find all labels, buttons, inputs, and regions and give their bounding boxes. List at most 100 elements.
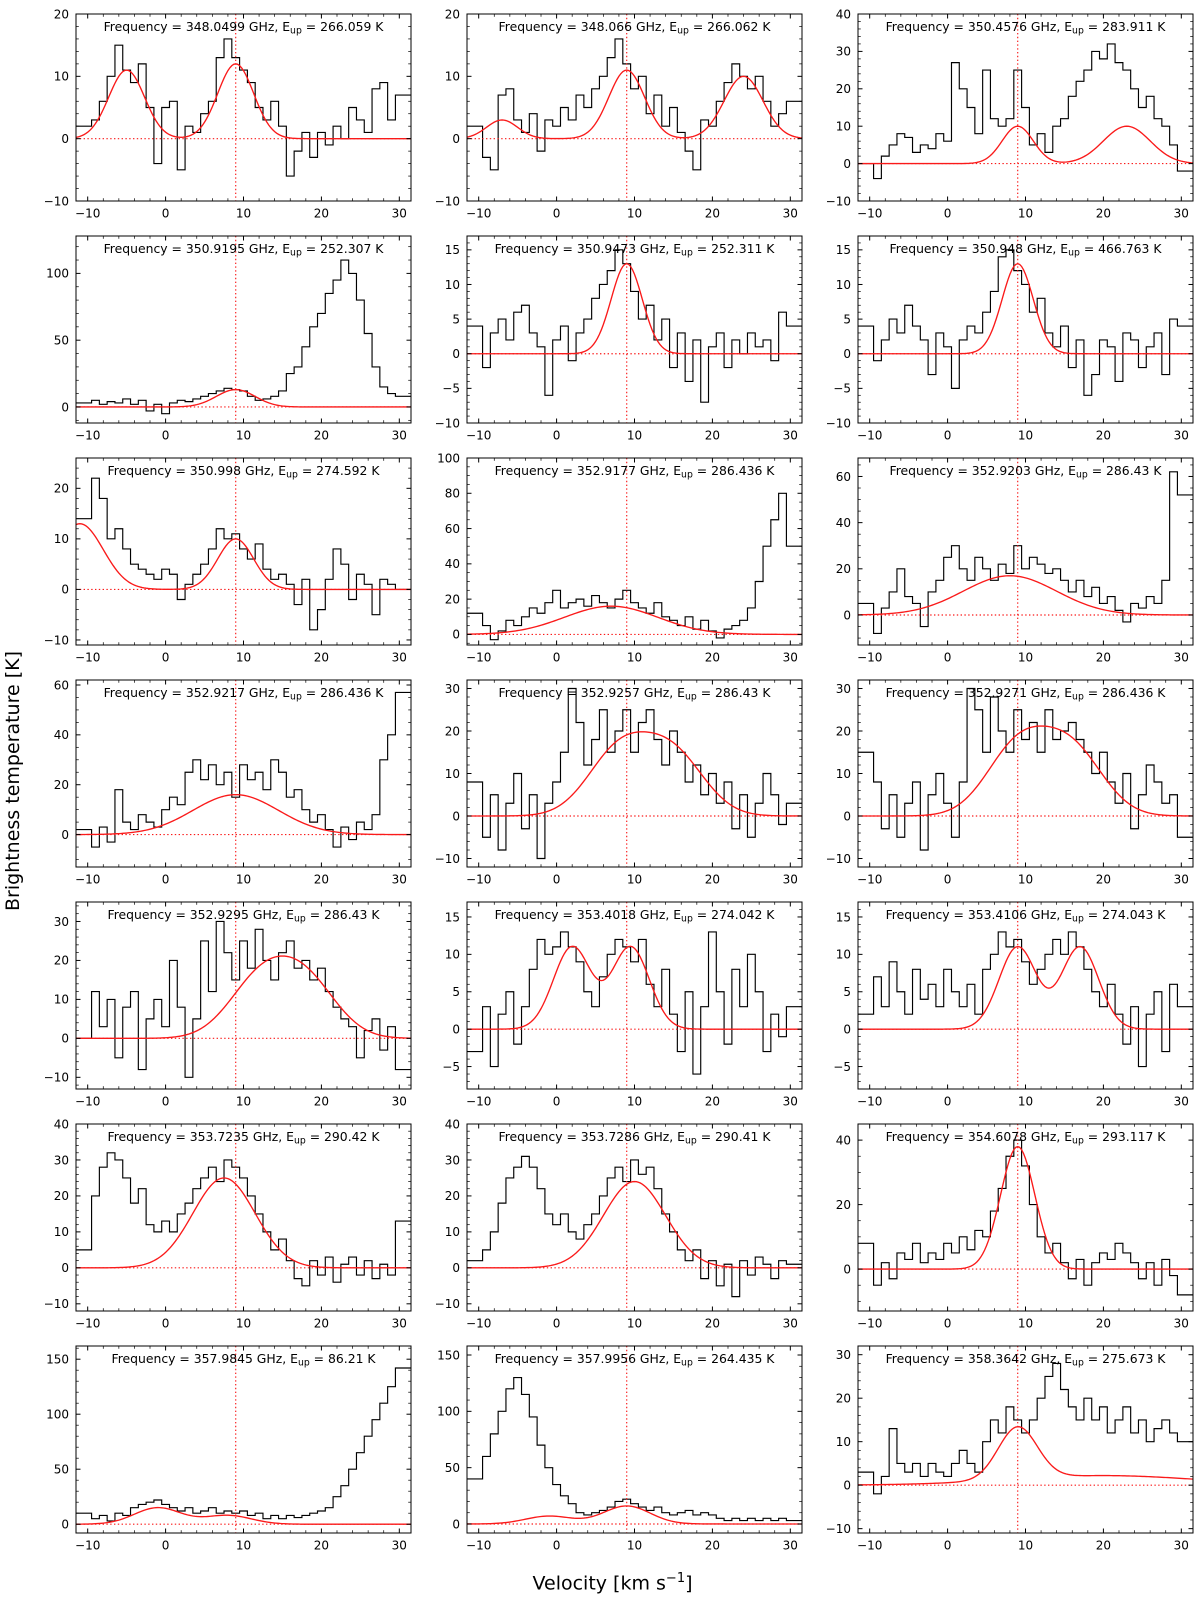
x-tick-label: 0: [162, 651, 170, 665]
panel-title: Frequency = 353.4106 GHz, Eup = 274.043 …: [886, 907, 1167, 925]
x-tick-label: 30: [783, 1095, 798, 1109]
y-tick-label: 0: [61, 1032, 69, 1046]
panel-title: Frequency = 350.4576 GHz, Eup = 283.911 …: [886, 19, 1167, 37]
x-tick-label: 10: [1018, 873, 1033, 887]
axes-frame: [857, 13, 1194, 202]
y-tick-label: 10: [445, 278, 460, 292]
x-tick-label: −10: [75, 429, 100, 443]
y-tick-label: 10: [836, 278, 851, 292]
y-tick-label: 20: [836, 82, 851, 96]
y-tick-label: 50: [54, 1463, 69, 1477]
model-fit-line: [467, 1180, 802, 1269]
y-tick-label: 0: [61, 1261, 69, 1275]
x-tick-label: 10: [627, 1317, 642, 1331]
spectrum-plot: −10 0 10 20 30 −10 0 10 20 30 Frequency = 352.927…: [826, 679, 1194, 887]
x-tick-label: 20: [1096, 1095, 1111, 1109]
x-tick-label: 20: [314, 873, 329, 887]
axes-frame: [75, 457, 412, 646]
x-tick-label: 30: [783, 651, 798, 665]
y-tick-label: 10: [54, 1225, 69, 1239]
y-tick-label: 0: [452, 1517, 460, 1531]
spectrum-plot: −10 0 10 20 30 −10 0 10 20 30 40 Frequency = 353.7…: [435, 1117, 803, 1331]
x-tick-label: 20: [705, 207, 720, 221]
panel-title: Frequency = 352.9217 GHz, Eup = 286.436 …: [104, 685, 385, 703]
spectrum-panel-11: −10 0 10 20 30 −10 0 10 20 30 Frequency = 352.925…: [417, 674, 808, 896]
y-tick-label: 10: [836, 767, 851, 781]
spectrum-plot: −10 0 10 20 30 0 20 40 60 80 100 Frequency = 352.9…: [437, 451, 803, 665]
spectrum-plot: −10 0 10 20 30 0 50 100 Frequency = 350.9195 GH…: [46, 235, 412, 443]
x-tick-label: 0: [944, 651, 952, 665]
x-tick-label: −10: [857, 1095, 882, 1109]
model-fit-line: [858, 125, 1193, 165]
x-tick-label: 30: [392, 207, 407, 221]
y-tick-label: 10: [836, 120, 851, 134]
x-tick-label: 10: [627, 651, 642, 665]
y-tick-label: 150: [46, 1353, 69, 1367]
x-tick-label: −10: [466, 207, 491, 221]
x-tick-label: 10: [1018, 1317, 1033, 1331]
observed-spectrum-histogram: [858, 931, 1193, 1068]
observed-spectrum-histogram: [467, 492, 802, 641]
observed-spectrum-histogram: [467, 1376, 802, 1522]
x-tick-label: 0: [162, 1317, 170, 1331]
x-tick-label: 0: [944, 207, 952, 221]
x-tick-label: 0: [553, 1095, 561, 1109]
spectrum-panel-10: −10 0 10 20 30 0 20 40 60 Frequency = 352.9217 G…: [26, 674, 417, 896]
y-tick-label: −5: [442, 1060, 460, 1074]
spectrum-plot: −10 0 10 20 30 −5 0 5 10 15 Frequency = 353.4106 …: [833, 901, 1194, 1109]
y-tick-label: 20: [445, 592, 460, 606]
y-tick-label: 20: [836, 1391, 851, 1405]
y-tick-label: 0: [843, 1478, 851, 1492]
y-tick-label: 80: [445, 487, 460, 501]
observed-spectrum-histogram: [858, 471, 1193, 635]
x-tick-label: 0: [553, 207, 561, 221]
spectrum-plot: −10 0 10 20 30 0 20 40 60 Frequency = 352.9217 G…: [54, 678, 412, 887]
x-tick-label: 30: [392, 651, 407, 665]
model-fit-line: [858, 945, 1193, 1030]
observed-spectrum-histogram: [76, 920, 411, 1078]
axes-frame: [857, 679, 1194, 868]
y-tick-label: −10: [826, 852, 851, 866]
y-tick-label: 10: [54, 70, 69, 84]
y-tick-label: 20: [836, 562, 851, 576]
y-tick-label: −10: [826, 194, 851, 208]
y-tick-label: 0: [452, 1022, 460, 1036]
spectrum-panel-14: −10 0 10 20 30 −5 0 5 10 15 Frequency = 353.4018 …: [417, 896, 808, 1118]
x-tick-label: −10: [75, 1539, 100, 1553]
panel-title: Frequency = 353.7235 GHz, Eup = 290.42 K: [108, 1129, 381, 1147]
y-tick-label: −5: [833, 382, 851, 396]
x-tick-label: 20: [1096, 873, 1111, 887]
y-tick-label: 20: [54, 954, 69, 968]
spectrum-panel-5: −10 0 10 20 30 −10 −5 0 5 10 15 Frequency = 350.94…: [417, 230, 808, 452]
axes-frame: [466, 235, 803, 424]
x-tick-label: −10: [857, 1317, 882, 1331]
spectrum-panel-3: −10 0 10 20 30 −10 0 10 20 30 40 Frequency = 350.4…: [808, 7, 1199, 230]
x-tick-label: 10: [1018, 429, 1033, 443]
axes-frame: [857, 235, 1194, 424]
observed-spectrum-histogram: [467, 1155, 802, 1298]
x-tick-label: 0: [162, 429, 170, 443]
y-tick-label: −10: [435, 416, 460, 430]
y-tick-label: 20: [54, 482, 69, 496]
x-tick-label: 10: [627, 207, 642, 221]
x-tick-label: 0: [553, 873, 561, 887]
y-tick-label: −5: [442, 382, 460, 396]
y-tick-label: 100: [46, 267, 69, 281]
observed-spectrum-histogram: [858, 687, 1193, 851]
x-tick-label: −10: [857, 651, 882, 665]
spectrum-panel-2: −10 0 10 20 30 −10 0 10 20 Frequency = 348.066 G…: [417, 7, 808, 230]
y-tick-label: 30: [445, 682, 460, 696]
y-tick-label: 30: [836, 1348, 851, 1362]
axes-frame: [466, 1345, 803, 1534]
axes-frame: [466, 679, 803, 868]
spectrum-panel-21: −10 0 10 20 30 −10 0 10 20 30 Frequency = 358.364…: [808, 1340, 1199, 1562]
spectrum-plot: −10 0 10 20 30 −10 −5 0 5 10 15 Frequency = 350.94…: [826, 235, 1194, 443]
x-tick-label: 20: [1096, 1539, 1111, 1553]
y-tick-label: 0: [843, 809, 851, 823]
spectrum-panel-15: −10 0 10 20 30 −5 0 5 10 15 Frequency = 353.4106 …: [808, 896, 1199, 1118]
spectrum-plot: −10 0 10 20 30 −10 −5 0 5 10 15 Frequency = 350.94…: [435, 235, 803, 443]
y-tick-label: 5: [843, 985, 851, 999]
x-tick-label: 30: [783, 429, 798, 443]
y-tick-label: 10: [445, 1225, 460, 1239]
axes-frame: [857, 1345, 1194, 1534]
